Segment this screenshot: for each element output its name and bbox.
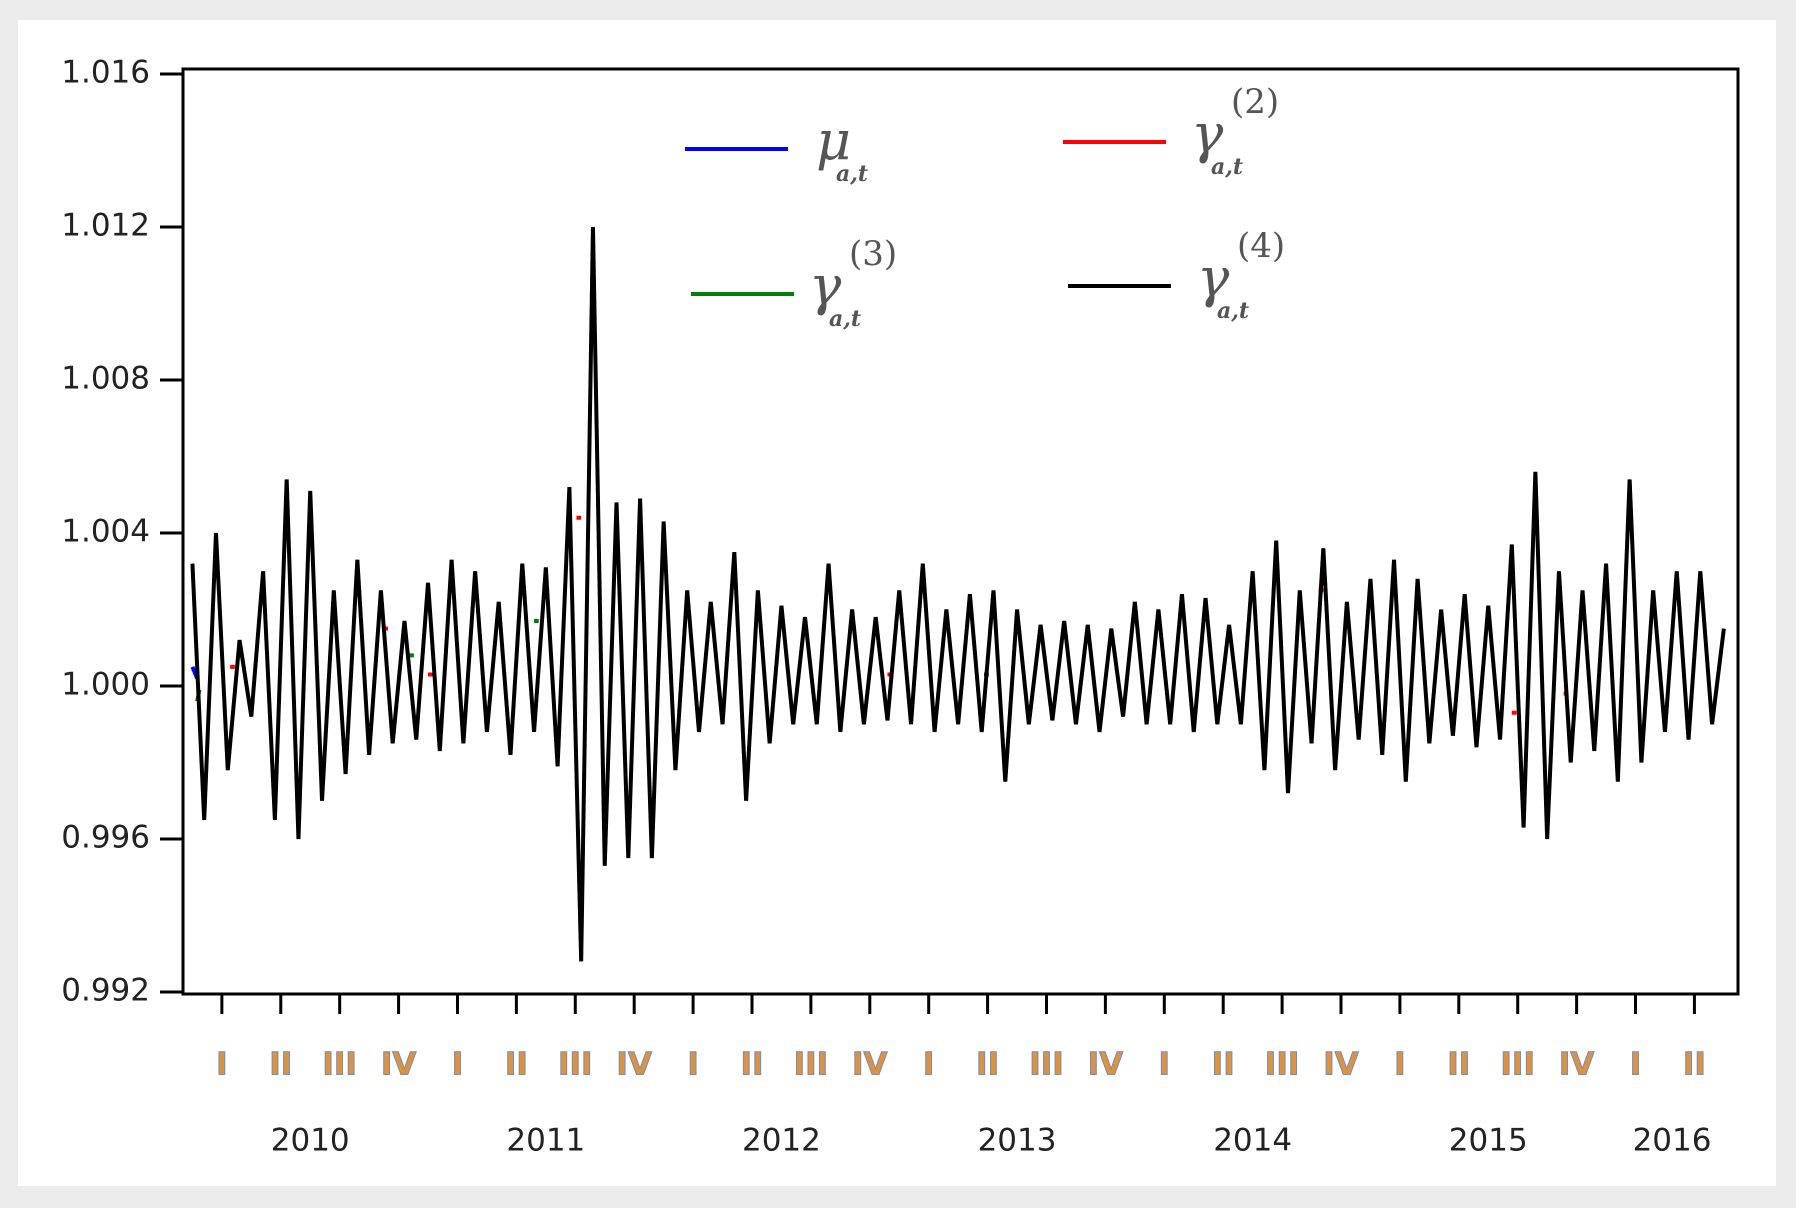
y-tick-label: 1.016	[61, 55, 150, 91]
y-tick-label: 0.996	[61, 820, 150, 856]
x-year-label: 2013	[978, 1123, 1057, 1159]
x-tick-label: III	[794, 1047, 829, 1083]
x-year-label: 2012	[742, 1123, 821, 1159]
x-tick-label: II	[1212, 1047, 1235, 1083]
x-tick-label: I	[923, 1047, 935, 1083]
legend: μa,tγ (2)a,tγ (3)a,tγ (4)a,t	[685, 82, 1285, 332]
x-tick-label: IV	[616, 1047, 652, 1083]
x-year-label: 2015	[1449, 1123, 1528, 1159]
x-tick-label: III	[1029, 1047, 1064, 1083]
x-tick-label: II	[505, 1047, 528, 1083]
x-tick-label: III	[322, 1047, 357, 1083]
x-tick-label: I	[1159, 1047, 1171, 1083]
x-tick-label: IV	[1088, 1047, 1124, 1083]
legend-name: γ	[1197, 246, 1230, 309]
legend-name: γ	[809, 254, 842, 317]
x-year-label: 2016	[1633, 1123, 1712, 1159]
legend-name: γ	[1191, 102, 1224, 165]
legend-label: γ	[809, 254, 842, 317]
x-tick-label: III	[1500, 1047, 1535, 1083]
x-tick-label: II	[1683, 1047, 1706, 1083]
x-tick-label: I	[1394, 1047, 1406, 1083]
x-year-label: 2014	[1213, 1123, 1292, 1159]
x-tick-label: IV	[852, 1047, 888, 1083]
x-tick-label: IV	[1323, 1047, 1359, 1083]
x-tick-label: I	[216, 1047, 228, 1083]
legend-sub: a,t	[1211, 154, 1243, 180]
legend-name: μ	[816, 109, 851, 172]
y-tick-label: 1.000	[61, 667, 150, 703]
y-tick-label: 1.012	[61, 208, 150, 244]
legend-sub: a,t	[836, 161, 868, 187]
x-tick-label: II	[1447, 1047, 1470, 1083]
y-tick-label: 0.992	[61, 973, 150, 1009]
legend-sup: (3)	[849, 234, 897, 274]
legend-label: μ	[816, 109, 851, 172]
x-tick-label: IV	[1559, 1047, 1595, 1083]
x-tick-label: III	[1265, 1047, 1300, 1083]
x-tick-label: II	[269, 1047, 292, 1083]
y-tick-label: 1.008	[61, 361, 150, 397]
plot-frame	[181, 67, 1740, 996]
x-tick-label: III	[558, 1047, 593, 1083]
x-tick-label: II	[740, 1047, 763, 1083]
x-tick-label: II	[976, 1047, 999, 1083]
legend-label: γ	[1191, 102, 1224, 165]
x-year-label: 2010	[271, 1123, 350, 1159]
x-year-label: 2011	[506, 1123, 585, 1159]
legend-sub: a,t	[1217, 298, 1249, 324]
x-tick-label: I	[687, 1047, 699, 1083]
legend-sup: (2)	[1231, 82, 1279, 122]
series-line	[190, 226, 1726, 962]
legend-label: γ	[1197, 246, 1230, 309]
x-tick-label: I	[1630, 1047, 1642, 1083]
y-tick-label: 1.004	[61, 514, 150, 550]
x-tick-label: I	[452, 1047, 464, 1083]
series-group	[190, 226, 1726, 962]
x-tick-label: IV	[381, 1047, 417, 1083]
legend-sup: (4)	[1237, 226, 1285, 266]
legend-sub: a,t	[829, 306, 861, 332]
